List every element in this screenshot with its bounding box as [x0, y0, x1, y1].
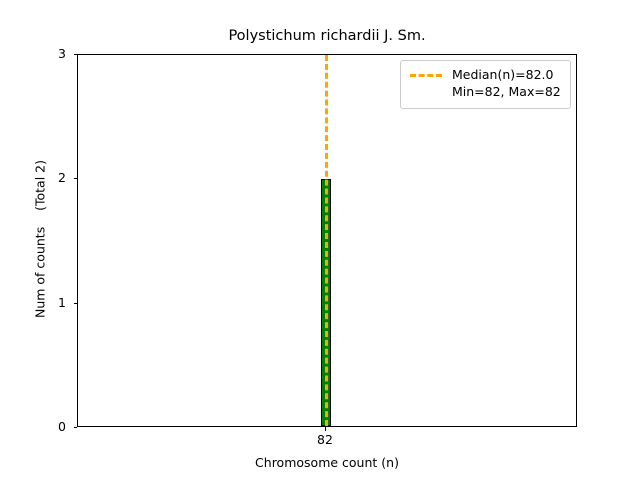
chart-legend: Median(n)=82.0 Min=82, Max=82 [400, 60, 571, 109]
y-tick-label-0: 0 [58, 418, 66, 434]
plot-area [77, 54, 577, 427]
y-axis-label-sub: (Total 2) [32, 160, 48, 211]
legend-label-median: Median(n)=82.0 [452, 67, 554, 82]
y-axis-label-main: Num of counts [32, 226, 48, 319]
y-axis-label-spacer [33, 211, 48, 227]
y-tick-label-2: 2 [58, 170, 66, 186]
y-axis-label: Num of counts (Total 2) [33, 53, 55, 426]
y-tick-mark-1 [73, 302, 77, 304]
plot-inner [78, 55, 576, 426]
x-tick-label-82: 82 [317, 432, 333, 447]
x-tick-mark-82 [324, 427, 326, 431]
median-line [325, 55, 328, 426]
y-tick-label-1: 1 [58, 294, 66, 310]
x-axis-label: Chromosome count (n) [255, 455, 399, 470]
dashed-line-icon [410, 73, 442, 77]
y-tick-label-3: 3 [58, 46, 66, 61]
legend-row-median: Median(n)=82.0 [410, 67, 561, 84]
y-tick-mark-2 [73, 178, 77, 180]
chart-title: Polystichum richardii J. Sm. [228, 28, 426, 44]
legend-label-range: Min=82, Max=82 [452, 83, 561, 99]
y-tick-mark-0 [73, 426, 77, 428]
y-tick-mark-3 [73, 54, 77, 56]
